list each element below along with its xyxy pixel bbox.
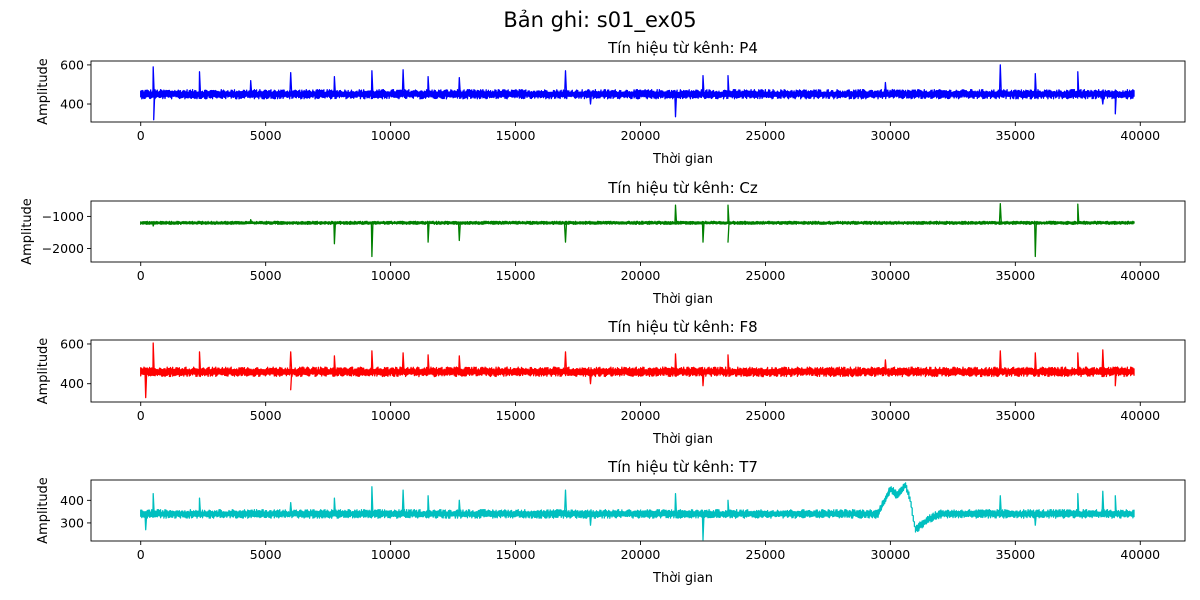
x-tick-label: 20000 — [621, 408, 661, 423]
x-tick-label: 5000 — [250, 547, 282, 562]
x-tick-label: 10000 — [371, 268, 411, 283]
x-tick-label: 40000 — [1120, 408, 1160, 423]
axes-frame — [90, 339, 1186, 403]
x-tick-label: 0 — [137, 268, 145, 283]
x-tick-label: 20000 — [621, 547, 661, 562]
x-tick-label: 30000 — [871, 128, 911, 143]
x-tick-label: 30000 — [871, 547, 911, 562]
y-tick-label: −1000 — [42, 209, 84, 224]
axes-frame — [90, 200, 1186, 263]
y-axis-label: Amplitude — [20, 198, 35, 265]
x-tick-label: 25000 — [746, 128, 786, 143]
x-axis-label: Thời gian — [652, 152, 713, 167]
subplot-4: 0 5000 10000 15000 20000 25000 30000 35000 40000… — [36, 458, 1186, 586]
x-tick-label: 15000 — [496, 547, 536, 562]
y-axis-label: Amplitude — [36, 338, 51, 405]
x-tick-label: 25000 — [746, 547, 786, 562]
x-tick-label: 35000 — [995, 547, 1035, 562]
x-axis-label: Thời gian — [652, 292, 713, 307]
subplot-2: 0 5000 10000 15000 20000 25000 30000 35000 40000… — [20, 179, 1186, 307]
x-tick-label: 10000 — [371, 547, 411, 562]
x-tick-label: 0 — [137, 547, 145, 562]
signal-line — [140, 482, 1135, 541]
x-tick-label: 5000 — [250, 268, 282, 283]
subplot-title: Tín hiệu từ kênh: P4 — [607, 39, 758, 57]
x-tick-label: 20000 — [621, 268, 661, 283]
subplot-title: Tín hiệu từ kênh: Cz — [607, 179, 758, 197]
y-tick-label: −2000 — [42, 241, 84, 256]
x-tick-label: 5000 — [250, 408, 282, 423]
x-tick-label: 15000 — [496, 128, 536, 143]
subplot-title: Tín hiệu từ kênh: T7 — [607, 458, 758, 476]
x-tick-label: 25000 — [746, 408, 786, 423]
x-tick-label: 30000 — [871, 408, 911, 423]
subplot-1: 0 5000 10000 15000 20000 25000 30000 35000 40000… — [36, 39, 1186, 167]
x-tick-label: 30000 — [871, 268, 911, 283]
x-tick-label: 35000 — [995, 128, 1035, 143]
signal-line — [140, 202, 1135, 258]
x-tick-label: 25000 — [746, 268, 786, 283]
x-tick-label: 20000 — [621, 128, 661, 143]
x-tick-label: 35000 — [995, 408, 1035, 423]
x-tick-label: 35000 — [995, 268, 1035, 283]
y-tick-label: 400 — [60, 97, 84, 112]
y-tick-label: 300 — [60, 515, 84, 530]
y-tick-label: 600 — [60, 336, 84, 351]
x-tick-label: 40000 — [1120, 128, 1160, 143]
y-axis-label: Amplitude — [36, 477, 51, 544]
signal-line — [140, 64, 1135, 121]
subplot-3: 0 5000 10000 15000 20000 25000 30000 35000 40000… — [36, 318, 1186, 447]
x-tick-label: 0 — [137, 408, 145, 423]
y-tick-label: 600 — [60, 57, 84, 72]
y-tick-label: 400 — [60, 376, 84, 391]
x-axis-label: Thời gian — [652, 432, 713, 447]
x-tick-label: 15000 — [496, 268, 536, 283]
x-tick-label: 40000 — [1120, 547, 1160, 562]
x-tick-label: 10000 — [371, 408, 411, 423]
axes-frame — [90, 60, 1186, 123]
y-axis-label: Amplitude — [36, 58, 51, 125]
subplot-title: Tín hiệu từ kênh: F8 — [607, 318, 757, 336]
x-axis-label: Thời gian — [652, 571, 713, 586]
x-tick-label: 10000 — [371, 128, 411, 143]
x-tick-label: 5000 — [250, 128, 282, 143]
figure-title: Bản ghi: s01_ex05 — [503, 8, 697, 32]
signal-line — [140, 342, 1135, 399]
x-tick-label: 40000 — [1120, 268, 1160, 283]
axes-frame — [90, 479, 1186, 542]
x-tick-label: 0 — [137, 128, 145, 143]
y-tick-label: 400 — [60, 493, 84, 508]
x-tick-label: 15000 — [496, 408, 536, 423]
